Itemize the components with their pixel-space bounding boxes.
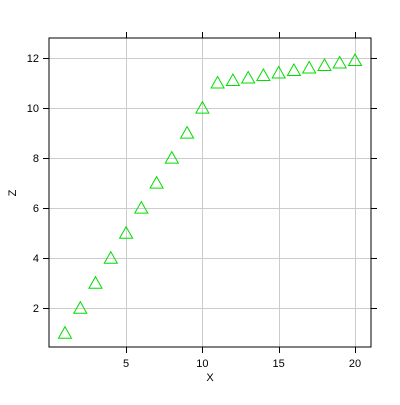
data-point	[271, 65, 287, 79]
x-tick-label: 15	[273, 358, 285, 370]
data-point	[301, 60, 317, 74]
y-tick-label: 2	[33, 303, 39, 315]
data-point	[88, 275, 103, 289]
data-point	[133, 200, 149, 214]
data-point	[347, 52, 363, 66]
data-point	[118, 225, 134, 239]
plot-frame	[48, 37, 372, 348]
data-point	[149, 175, 164, 189]
data-point	[210, 75, 225, 89]
x-axis-label: X	[206, 372, 214, 384]
data-point	[317, 57, 332, 71]
data-point	[103, 250, 119, 264]
data-point	[256, 67, 271, 81]
grid-lines	[49, 38, 371, 347]
data-point	[72, 300, 88, 314]
y-axis-label: Z	[7, 189, 19, 196]
data-point	[225, 72, 241, 86]
data-point	[286, 62, 302, 76]
data-point	[332, 55, 348, 69]
y-axis-ticks: 2 4 6 8 10 12	[27, 53, 377, 315]
data-point	[179, 125, 195, 139]
x-tick-label: 20	[349, 358, 361, 370]
x-axis-ticks: 5 10 15 20	[123, 32, 361, 370]
x-tick-label: 5	[123, 358, 129, 370]
data-points	[57, 52, 363, 339]
y-tick-label: 4	[33, 253, 39, 265]
data-point	[164, 150, 180, 164]
y-tick-label: 10	[27, 103, 39, 115]
x-tick-label: 10	[196, 358, 208, 370]
data-point	[57, 325, 73, 339]
data-point	[195, 100, 210, 114]
y-tick-label: 12	[27, 53, 39, 65]
data-point	[240, 70, 256, 84]
y-tick-label: 6	[33, 203, 39, 215]
y-tick-label: 8	[33, 153, 39, 165]
